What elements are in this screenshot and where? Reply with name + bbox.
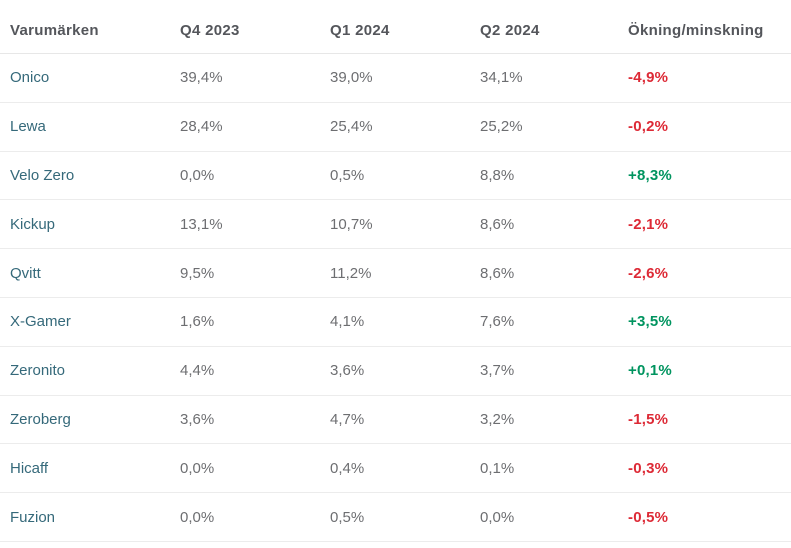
brand-name: Qvitt bbox=[10, 264, 41, 282]
brand-name: X-Gamer bbox=[10, 313, 71, 331]
q2-2024-value: 0,0% bbox=[480, 508, 515, 526]
q4-2023-value: 9,5% bbox=[180, 264, 215, 282]
brand-name: Onico bbox=[10, 69, 50, 87]
table-row: Kickup 13,1% 10,7% 8,6% -2,1% bbox=[0, 200, 791, 250]
column-header-q1-2024: Q1 2024 bbox=[330, 22, 390, 39]
brand-name: Lewa bbox=[10, 118, 46, 136]
column-header-q4-2023: Q4 2023 bbox=[180, 22, 240, 39]
q4-2023-value: 13,1% bbox=[180, 215, 223, 233]
q1-2024-value: 10,7% bbox=[330, 215, 373, 233]
q4-2023-value: 0,0% bbox=[180, 508, 215, 526]
q2-2024-value: 25,2% bbox=[480, 118, 523, 136]
change-value: -4,9% bbox=[628, 69, 669, 87]
q4-2023-value: 28,4% bbox=[180, 118, 223, 136]
q2-2024-value: 8,6% bbox=[480, 215, 515, 233]
table-row: Hicaff 0,0% 0,4% 0,1% -0,3% bbox=[0, 444, 791, 494]
q1-2024-value: 25,4% bbox=[330, 118, 373, 136]
q4-2023-value: 0,0% bbox=[180, 459, 215, 477]
column-header-brand: Varumärken bbox=[10, 22, 99, 39]
change-value: -0,2% bbox=[628, 118, 669, 136]
q1-2024-value: 4,1% bbox=[330, 313, 365, 331]
change-value: -0,3% bbox=[628, 459, 669, 477]
brand-name: Kickup bbox=[10, 215, 56, 233]
brand-name: Zeroberg bbox=[10, 410, 71, 428]
brand-name: Zeronito bbox=[10, 362, 66, 380]
column-header-q2-2024: Q2 2024 bbox=[480, 22, 540, 39]
q1-2024-value: 0,5% bbox=[330, 508, 365, 526]
change-value: +0,1% bbox=[628, 362, 672, 380]
table-row: X-Gamer 1,6% 4,1% 7,6% +3,5% bbox=[0, 298, 791, 347]
q1-2024-value: 0,5% bbox=[330, 166, 365, 184]
change-value: -1,5% bbox=[628, 410, 669, 428]
q1-2024-value: 11,2% bbox=[330, 264, 372, 282]
table-row: Onico 39,4% 39,0% 34,1% -4,9% bbox=[0, 54, 791, 103]
table-row: Zeronito 4,4% 3,6% 3,7% +0,1% bbox=[0, 347, 791, 396]
q2-2024-value: 3,2% bbox=[480, 410, 515, 428]
table-row: Qvitt 9,5% 11,2% 8,6% -2,6% bbox=[0, 249, 791, 298]
q4-2023-value: 3,6% bbox=[180, 410, 215, 428]
change-value: +3,5% bbox=[628, 313, 672, 331]
q2-2024-value: 0,1% bbox=[480, 459, 515, 477]
q1-2024-value: 0,4% bbox=[330, 459, 365, 477]
table-row: Zeroberg 3,6% 4,7% 3,2% -1,5% bbox=[0, 396, 791, 445]
q2-2024-value: 3,7% bbox=[480, 362, 515, 380]
table-row: Fuzion 0,0% 0,5% 0,0% -0,5% bbox=[0, 493, 791, 542]
change-value: -0,5% bbox=[628, 508, 669, 526]
q4-2023-value: 1,6% bbox=[180, 313, 215, 331]
q4-2023-value: 39,4% bbox=[180, 69, 223, 87]
change-value: +8,3% bbox=[628, 166, 672, 184]
brand-name: Velo Zero bbox=[10, 166, 75, 184]
q4-2023-value: 4,4% bbox=[180, 362, 215, 380]
q2-2024-value: 34,1% bbox=[480, 69, 523, 87]
table-row: Lewa 28,4% 25,4% 25,2% -0,2% bbox=[0, 103, 791, 152]
column-header-change: Ökning/minskning bbox=[628, 22, 764, 39]
brand-name: Hicaff bbox=[10, 459, 49, 477]
q2-2024-value: 8,8% bbox=[480, 166, 515, 184]
q1-2024-value: 4,7% bbox=[330, 410, 365, 428]
change-value: -2,6% bbox=[628, 264, 669, 282]
brand-name: Fuzion bbox=[10, 508, 56, 526]
table-row: Velo Zero 0,0% 0,5% 8,8% +8,3% bbox=[0, 152, 791, 201]
q1-2024-value: 39,0% bbox=[330, 69, 373, 87]
q2-2024-value: 8,6% bbox=[480, 264, 515, 282]
change-value: -2,1% bbox=[628, 215, 669, 233]
q2-2024-value: 7,6% bbox=[480, 313, 515, 331]
q4-2023-value: 0,0% bbox=[180, 166, 215, 184]
table-header-row: Varumärken Q4 2023 Q1 2024 Q2 2024 Öknin… bbox=[0, 0, 791, 54]
q1-2024-value: 3,6% bbox=[330, 362, 365, 380]
